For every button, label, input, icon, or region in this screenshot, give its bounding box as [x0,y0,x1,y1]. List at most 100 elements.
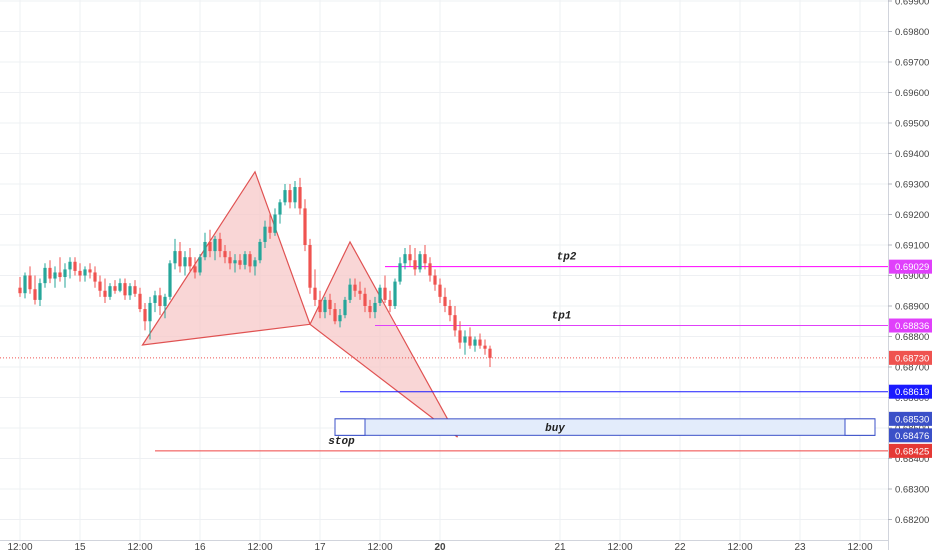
buy-zone-bottom-tag-label: 0.68476 [895,431,929,442]
candle-body [333,309,337,322]
candle-body [248,254,252,267]
candle-body [473,339,477,346]
level-68619-tag-label: 0.68619 [895,387,929,398]
candle-body [413,260,417,270]
time-tick-label: 16 [194,542,206,550]
price-tick-label: 0.69800 [895,27,929,38]
candle-body [133,286,137,294]
buy-zone-box[interactable] [334,418,876,436]
candle-body [258,241,262,261]
candle-body [168,263,172,297]
candle-body [208,241,212,252]
time-tick-label: 12:00 [607,542,632,550]
candle-body [218,238,222,252]
candles [18,177,492,367]
price-axis[interactable]: 0.69900 0.69800 0.69700 0.69600 0.69500 0.694… [888,0,932,550]
time-tick-label: 12:00 [247,542,272,550]
candle-body [63,269,67,278]
price-tick-label: 0.68700 [895,363,929,374]
price-tick-label: 0.69500 [895,119,929,130]
tp1-tag [889,318,932,333]
tp1-tag-label: 0.68836 [895,321,929,332]
price-tags: 0.69029 0.68836 0.68619 0.68425 0.68530 0.684… [889,259,932,458]
candle-body [358,290,362,294]
candle-body [453,315,457,331]
price-tick-label: 0.68200 [895,515,929,526]
price-tick-label: 0.69000 [895,271,929,282]
time-axis-bg [0,540,888,550]
candle-body [73,261,77,271]
candle-body [88,269,92,273]
candle-body [23,275,27,294]
candle-body [148,302,152,322]
time-tick-label: 21 [554,542,566,550]
candle-body [228,257,232,264]
candle-body [268,226,272,233]
buy-zone[interactable]: buy [334,418,876,436]
candle-body [308,245,312,288]
level-68619-tag [889,384,932,399]
candle-body [418,254,422,270]
candle-body [18,287,22,294]
candle-body [53,272,57,279]
candle-body [293,187,297,203]
candle-body [203,241,207,258]
buy-zone-handle-right[interactable] [844,418,876,436]
candle-body [213,238,217,252]
grid-lines [0,0,888,540]
candle-body [318,299,322,313]
price-tick-label: 0.69600 [895,88,929,99]
time-tick-label: 12:00 [847,542,872,550]
time-tick-label: 12:00 [127,542,152,550]
candle-body [373,302,377,313]
candle-body [483,345,487,349]
candle-body [368,306,372,313]
candle-body [28,275,32,290]
candle-body [193,266,197,273]
candle-body [353,284,357,291]
candle-body [288,190,292,203]
candle-body [398,263,402,282]
candle-body [378,287,382,303]
candle-body [43,267,47,284]
candle-body [448,306,452,316]
candle-body [443,296,447,306]
candle-body [173,251,177,264]
candle-body [98,281,102,291]
candle-body [383,287,387,300]
harmonic-2[interactable] [309,240,459,438]
buy-zone-top-tag-label: 0.68530 [895,414,929,425]
tp2-tag-label: 0.69029 [895,262,929,273]
price-tick-label: 0.69100 [895,241,929,252]
price-tick-label: 0.68800 [895,332,929,343]
candle-body [188,257,192,267]
price-tick-label: 0.68900 [895,302,929,313]
candle-body [48,267,52,279]
candle-body [278,202,282,215]
candle-body [223,251,227,258]
candle-body [58,272,62,278]
tp2-tag [889,259,932,274]
candle-body [263,226,267,242]
candle-body [438,284,442,297]
candle-body [183,257,187,267]
stop-tag [889,443,932,458]
buy-zone-handle-left[interactable] [334,418,366,436]
candle-body [153,295,157,303]
candle-body [468,336,472,346]
price-tick-label: 0.68300 [895,485,929,496]
time-axis[interactable]: 12:00 15 12:00 16 12:00 17 12:00 20 21 12:00 22 12:… [0,540,888,553]
price-tick-label: 0.69400 [895,149,929,160]
candle-body [403,254,407,264]
time-tick-label: 12:00 [367,542,392,550]
stop-label: stop [328,436,355,448]
candle-body [103,290,107,297]
candle-body [298,187,302,209]
candle-body [138,293,142,310]
price-tick-label: 0.69900 [895,0,929,8]
candle-body [158,295,162,306]
candle-body [198,257,202,273]
price-tick-label: 0.69200 [895,210,929,221]
